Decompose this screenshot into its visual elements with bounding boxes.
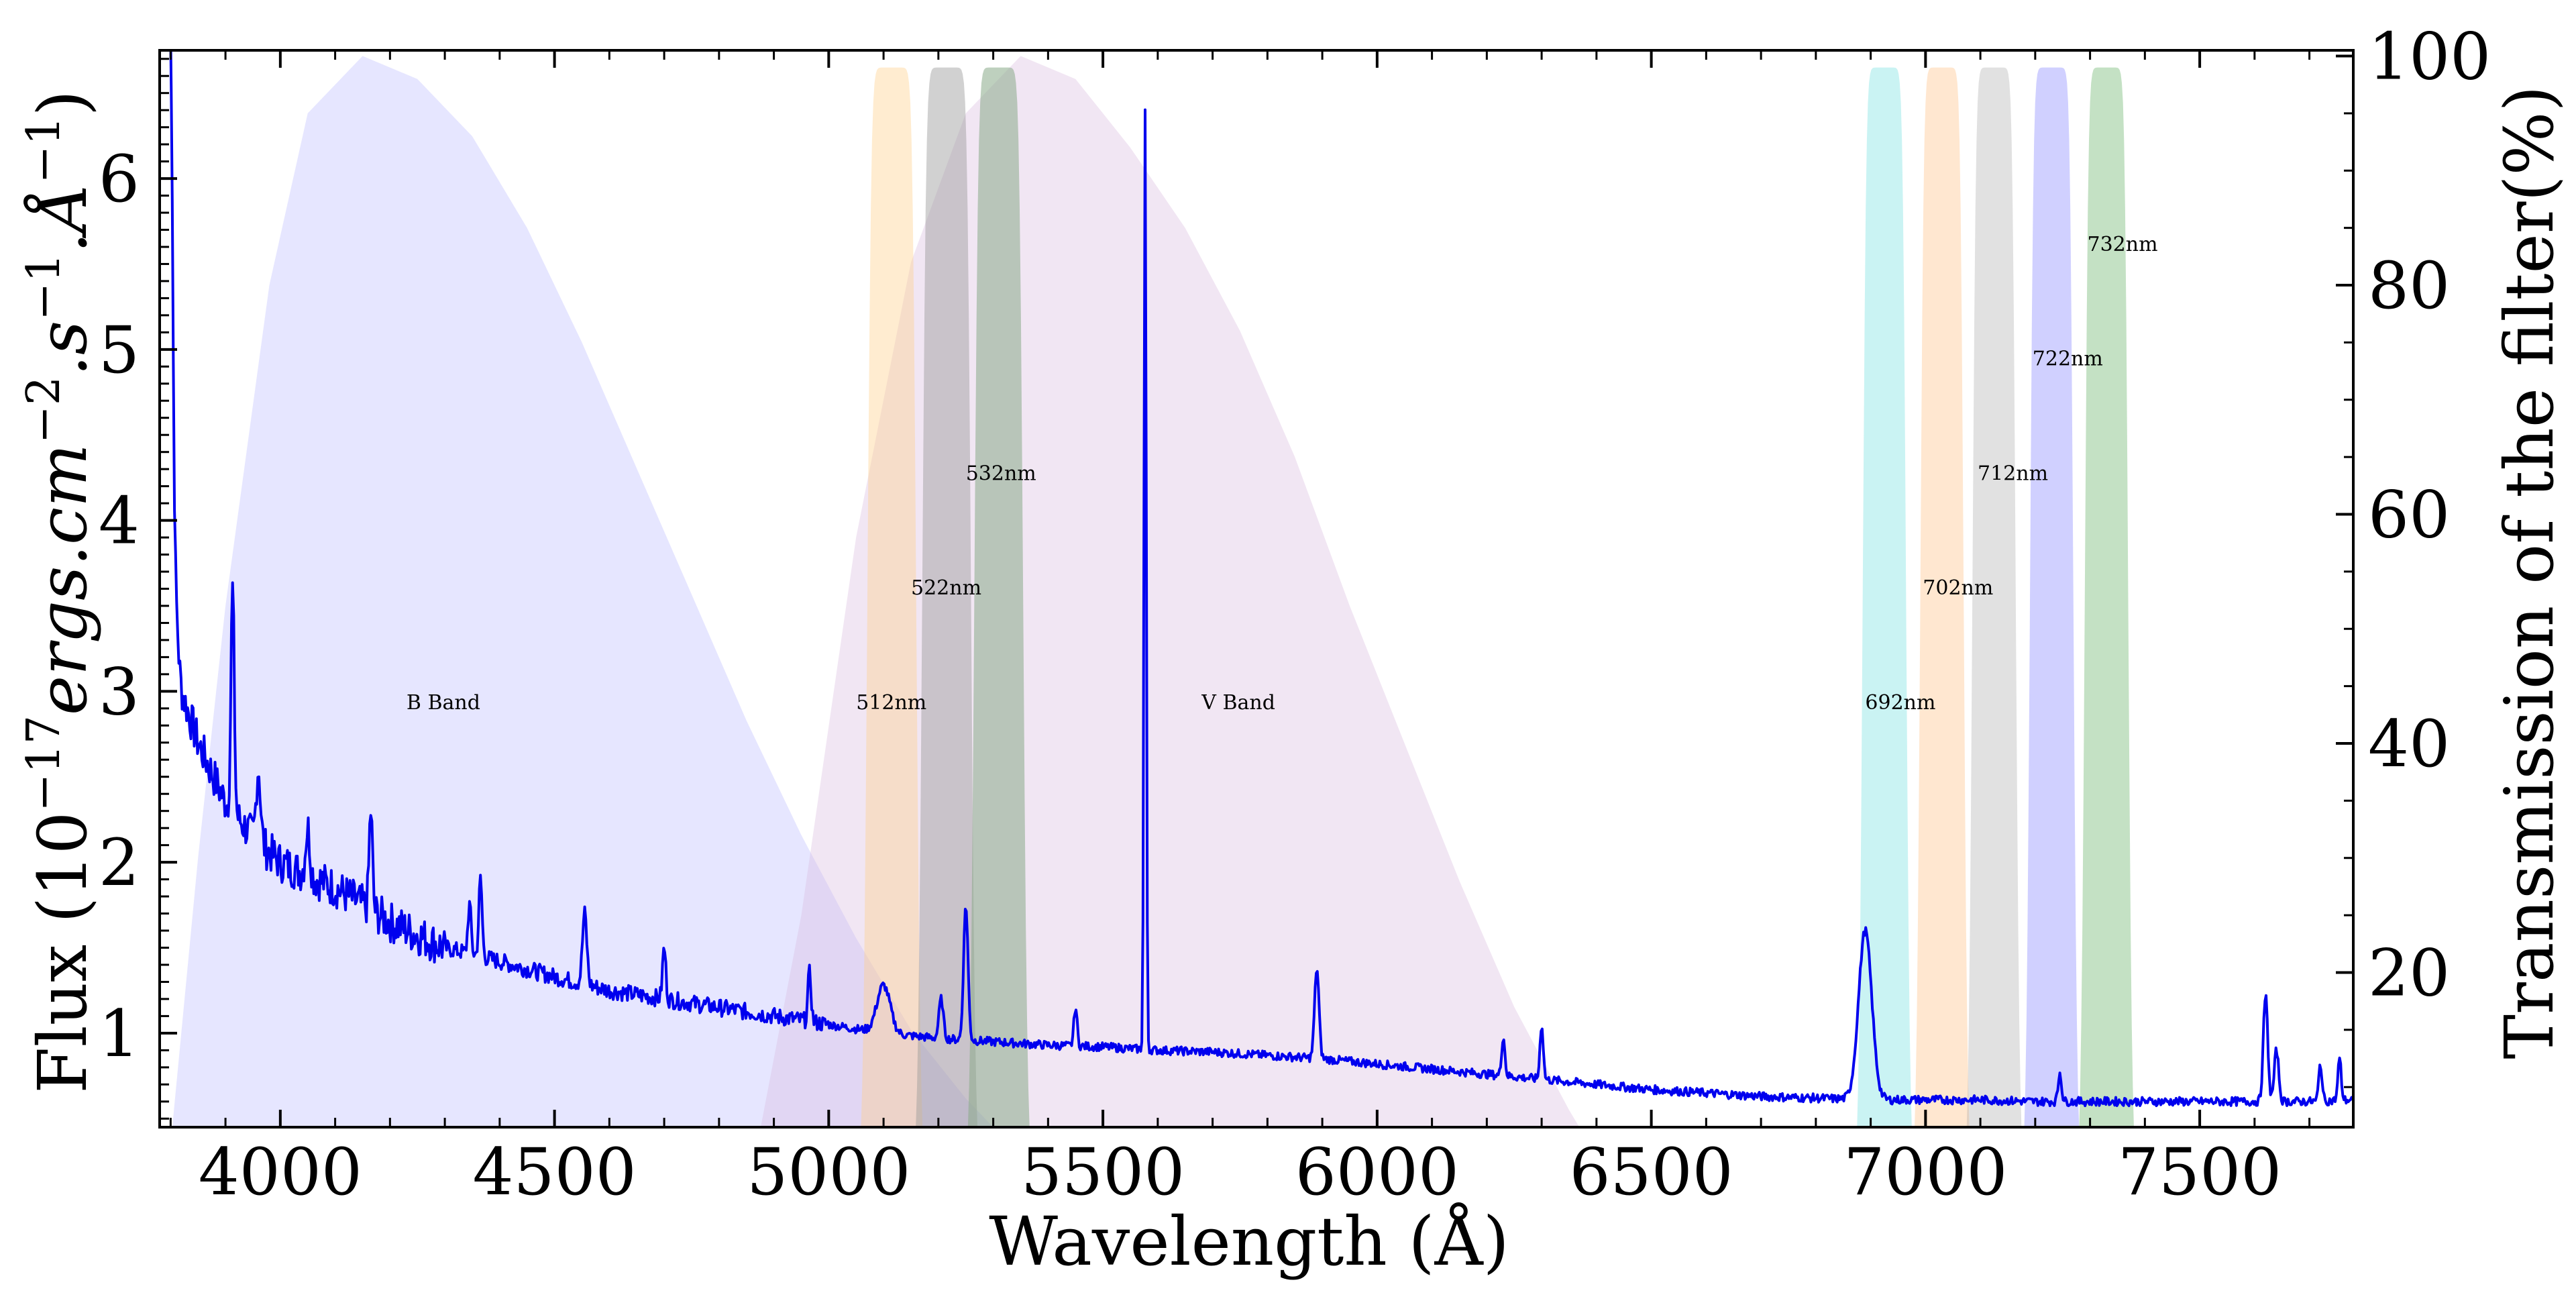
y-tick-label-left: 6 [99, 142, 140, 217]
filter-band-512nm [861, 67, 923, 1127]
y-tick-label-left: 2 [99, 825, 140, 900]
filter-label-732nm: 732nm [2088, 233, 2158, 256]
filter-label-b-band: B Band [407, 691, 480, 715]
filter-band-722nm [2024, 67, 2080, 1127]
spectrum-line [169, 50, 2353, 1108]
x-tick-label: 4500 [472, 1135, 636, 1210]
y-tick-label-left: 1 [99, 996, 140, 1071]
y-axis-label-right: Transmission of the filter(%) [2490, 85, 2569, 1059]
y-tick-label-left: 4 [99, 484, 140, 559]
x-tick-label: 5000 [747, 1135, 910, 1210]
spectrum [169, 50, 2353, 1108]
filter-label-702nm: 702nm [1923, 576, 1993, 600]
x-tick-label: 5500 [1021, 1135, 1185, 1210]
y-tick-label-left: 5 [99, 313, 140, 388]
axes: 4000 4500 5000 5500 6000 6500 7000 7500 1 2 3 4 5 6 20… [99, 19, 2491, 1210]
y-tick-label-right: 20 [2368, 935, 2450, 1010]
y-tick-label-right: 40 [2368, 706, 2450, 782]
y-tick-label-right: 100 [2368, 19, 2491, 95]
filter-band-692nm [1857, 67, 1912, 1127]
x-tick-label: 4000 [199, 1135, 362, 1210]
x-tick-label: 6000 [1295, 1135, 1459, 1210]
filter-band-712nm [1966, 67, 2022, 1127]
x-tick-label: 7500 [2118, 1135, 2282, 1210]
filter-band-732nm [2079, 67, 2134, 1127]
filter-label-722nm: 722nm [2033, 348, 2103, 371]
y-tick-label-right: 80 [2368, 248, 2450, 323]
filter-label-532nm: 532nm [966, 462, 1036, 485]
y-axis-label-left: Flux (10−17ergs.cm−2.s−1.Å−1) [17, 90, 102, 1094]
y-tick-label-right: 60 [2368, 478, 2450, 553]
filter-label-712nm: 712nm [1978, 462, 2048, 485]
filter-band-702nm [1915, 67, 1970, 1127]
x-axis-label: Wavelength (Å) [989, 1202, 1509, 1281]
filter-label-v-band: V Band [1201, 691, 1275, 715]
filter-label-522nm: 522nm [911, 576, 981, 600]
filter-band-532nm [967, 67, 1030, 1127]
x-tick-label: 6500 [1569, 1135, 1733, 1210]
y-tick-label-left: 3 [99, 654, 140, 729]
x-tick-label: 7000 [1843, 1135, 2007, 1210]
filter-band-v-band [760, 56, 1580, 1127]
filter-labels: B Band V Band 512nm 522nm 532nm 692nm 702nm 712… [407, 233, 2158, 715]
filter-label-692nm: 692nm [1865, 691, 1935, 715]
filter-bands [172, 56, 2134, 1127]
filter-band-522nm [916, 67, 978, 1127]
filter-band-b-band [172, 56, 994, 1127]
filter-label-512nm: 512nm [856, 691, 926, 715]
